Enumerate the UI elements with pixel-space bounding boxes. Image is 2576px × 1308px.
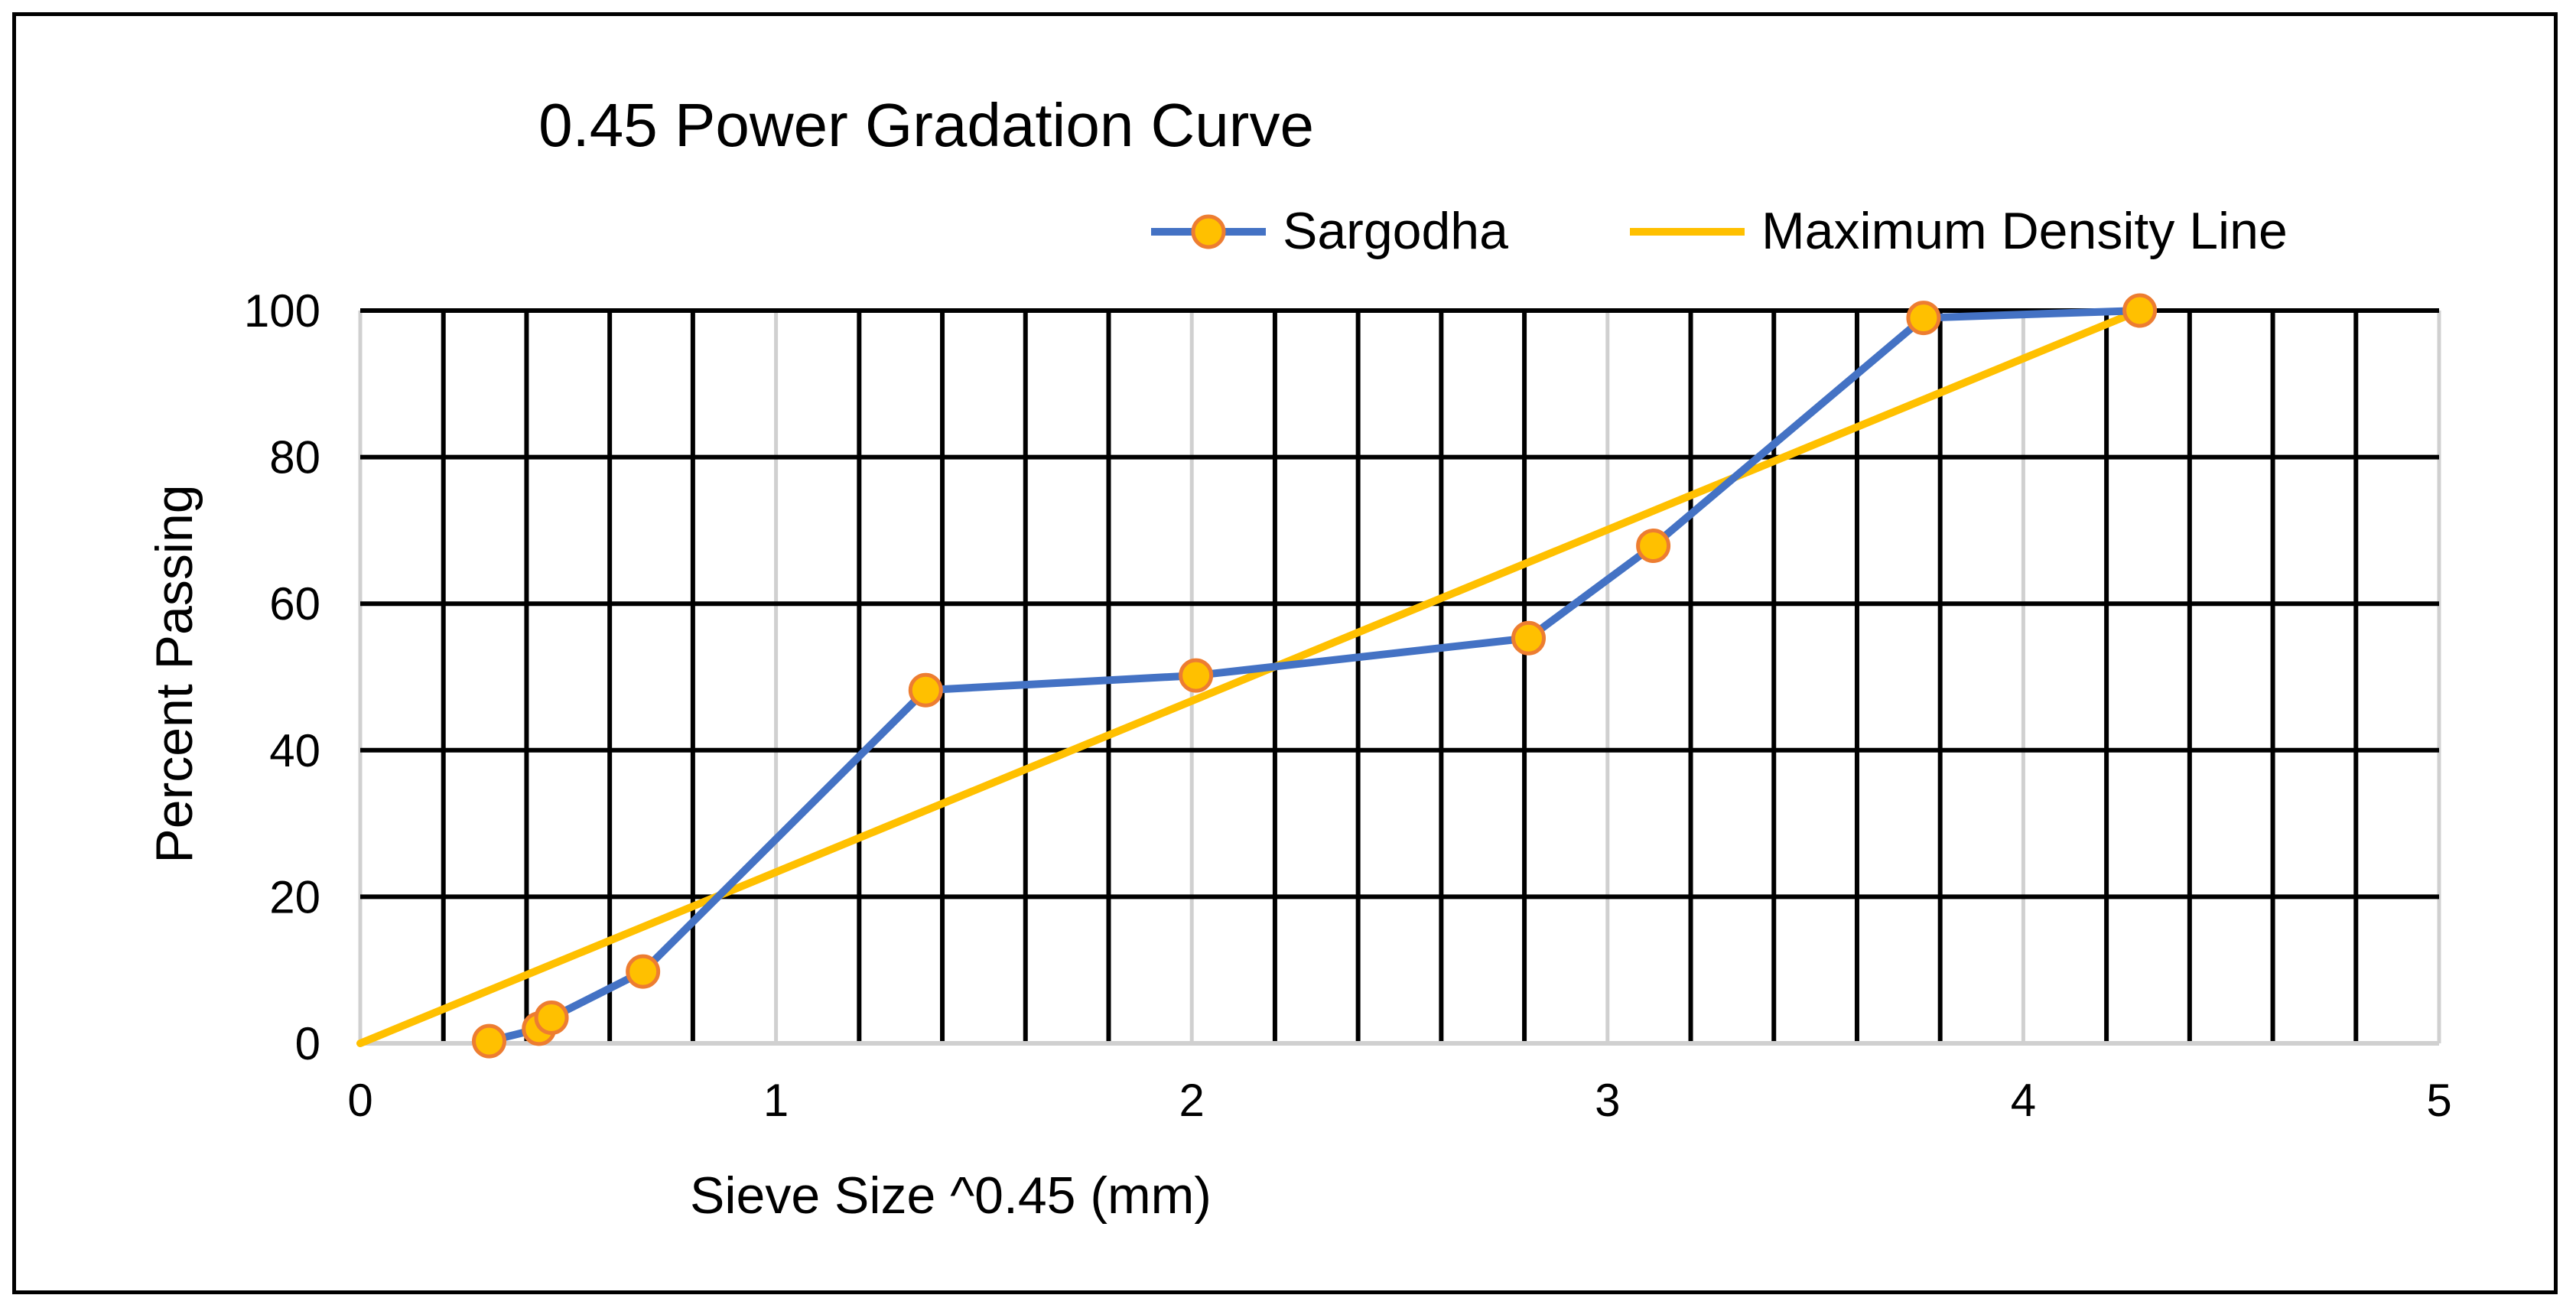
legend-entry-max-density: Maximum Density Line bbox=[1630, 202, 2288, 260]
legend-sargodha-label: Sargodha bbox=[1283, 202, 1508, 260]
legend-max-density-label: Maximum Density Line bbox=[1761, 202, 2288, 260]
x-tick-label: 4 bbox=[2011, 1075, 2036, 1126]
legend-sargodha-marker bbox=[1191, 214, 1226, 249]
y-tick-label: 60 bbox=[269, 578, 320, 630]
data-point-sargodha bbox=[1179, 658, 1214, 693]
y-tick-label: 80 bbox=[269, 432, 320, 483]
x-tick-label: 0 bbox=[347, 1075, 372, 1126]
series-line-sargodha bbox=[485, 307, 2144, 1046]
data-point-sargodha bbox=[1906, 301, 1941, 336]
legend: Sargodha Maximum Density Line bbox=[1151, 202, 2288, 260]
x-axis-label: Sieve Size ^0.45 (mm) bbox=[690, 1166, 1212, 1225]
x-tick-label: 2 bbox=[1179, 1075, 1205, 1126]
chart-frame: 0.45 Power Gradation Curve Sargodha Maxi… bbox=[12, 12, 2558, 1294]
x-tick-label: 1 bbox=[763, 1075, 789, 1126]
data-point-sargodha bbox=[1636, 529, 1671, 564]
y-tick-label: 20 bbox=[269, 871, 320, 922]
data-point-sargodha bbox=[2122, 293, 2158, 328]
data-point-sargodha bbox=[534, 1000, 569, 1035]
x-tick-label: 3 bbox=[1595, 1075, 1620, 1126]
x-tick-label: 5 bbox=[2426, 1075, 2451, 1126]
x-axis-ticks: 0 1 2 3 4 5 bbox=[347, 1075, 2451, 1126]
series-layer bbox=[356, 293, 2158, 1059]
series-line-maximum-density-line bbox=[356, 307, 2144, 1047]
y-axis-label: Percent Passing bbox=[145, 484, 203, 863]
legend-entry-sargodha: Sargodha bbox=[1151, 202, 1508, 260]
gradation-chart: 0.45 Power Gradation Curve Sargodha Maxi… bbox=[145, 91, 2452, 1225]
data-point-sargodha bbox=[1511, 620, 1547, 656]
data-point-sargodha bbox=[472, 1023, 507, 1059]
data-point-sargodha bbox=[908, 672, 943, 708]
data-point-sargodha bbox=[626, 954, 661, 989]
y-tick-label: 100 bbox=[244, 285, 320, 337]
chart-title: 0.45 Power Gradation Curve bbox=[538, 91, 1314, 159]
y-tick-label: 40 bbox=[269, 725, 320, 776]
y-tick-label: 0 bbox=[295, 1018, 320, 1069]
y-axis-ticks: 0 20 40 60 80 100 bbox=[244, 285, 320, 1069]
grid bbox=[358, 308, 2441, 1046]
